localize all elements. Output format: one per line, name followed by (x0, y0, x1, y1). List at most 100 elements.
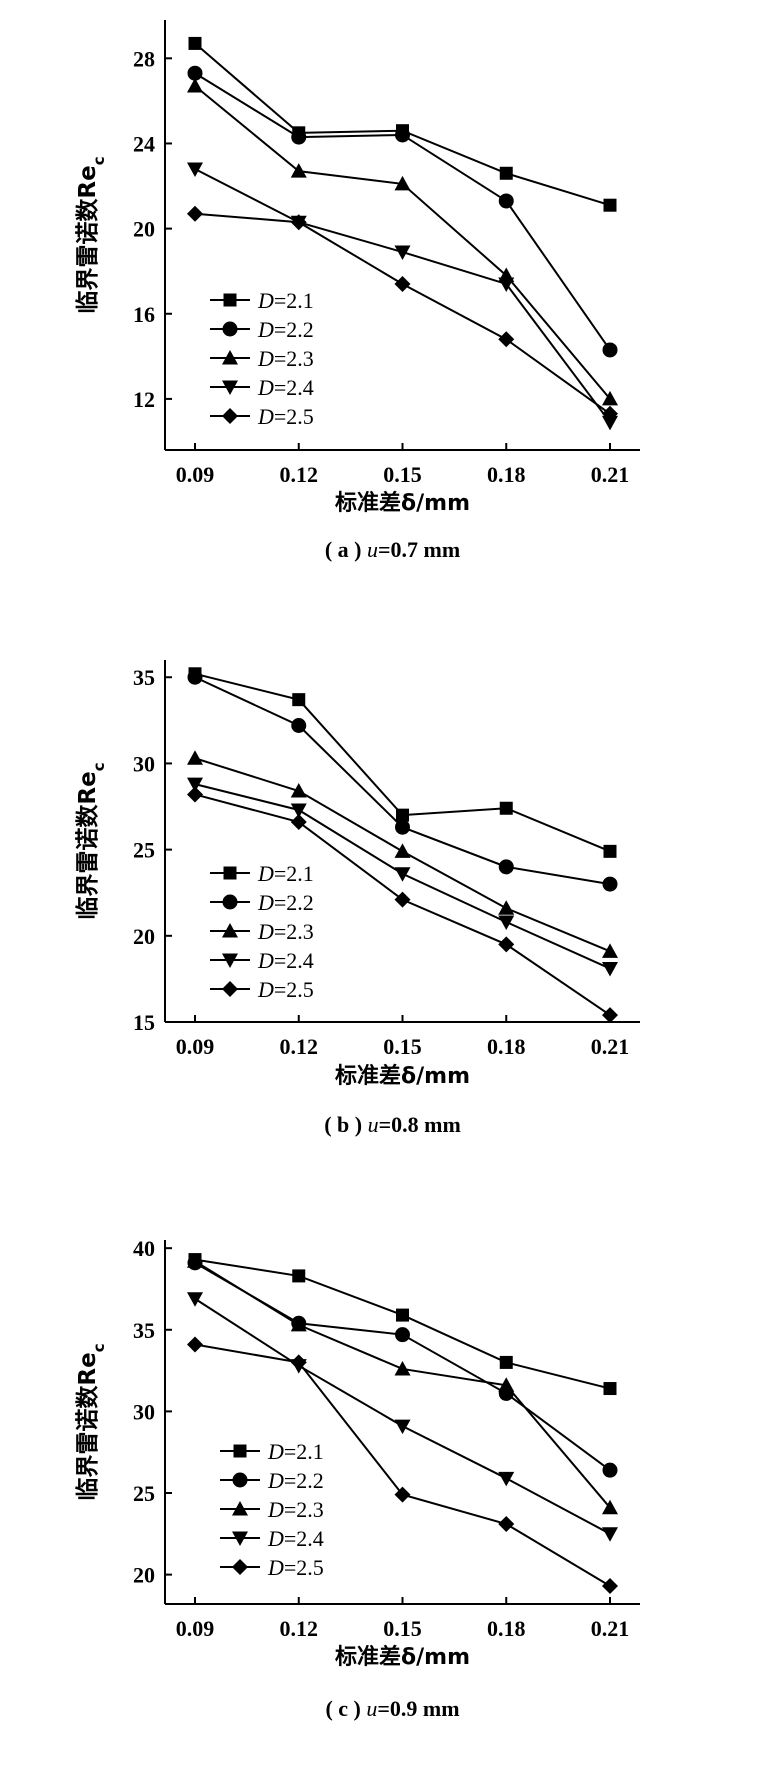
x-tick-label: 0.18 (487, 462, 526, 487)
y-tick-label: 40 (133, 1236, 155, 1261)
data-point (187, 1253, 203, 1268)
series-D=2.5 (187, 1336, 618, 1595)
data-point (394, 245, 411, 261)
data-point (395, 127, 410, 143)
x-tick-label: 0.21 (591, 1034, 630, 1059)
y-tick-label: 20 (133, 924, 155, 949)
legend-label: D=2.1 (267, 1439, 324, 1464)
data-point (498, 1471, 515, 1487)
series-D=2.4 (187, 162, 618, 431)
legend-label: D=2.5 (257, 404, 314, 429)
chart-panel-a: 0.09 0.12 0.15 0.18 0.21 12 16 20 24 28 标准差δ/mm 临界雷… (74, 20, 640, 562)
x-tick-label: 0.15 (383, 1616, 422, 1641)
y-axis-label: 临界雷诺数Rec (74, 156, 108, 313)
data-point (290, 1354, 307, 1371)
y-tick-label: 12 (133, 387, 155, 412)
legend-label: D=2.4 (257, 948, 314, 973)
y-tick-label: 30 (133, 751, 155, 776)
legend-label: D=2.2 (257, 890, 314, 915)
series-D=2.2 (187, 669, 618, 892)
legend-marker (233, 1444, 247, 1458)
legend-label: D=2.2 (267, 1468, 324, 1493)
data-point (602, 415, 618, 431)
data-point (602, 1578, 618, 1595)
data-point (498, 1377, 515, 1392)
series-D=2.5 (187, 205, 618, 422)
data-point (602, 943, 618, 958)
data-point (290, 214, 307, 231)
chart-panel-c: 0.09 0.12 0.15 0.18 0.21 20 25 30 35 40 标准差δ/mm 临界雷… (74, 1236, 640, 1721)
x-tick-label: 0.12 (280, 1616, 319, 1641)
data-point (395, 819, 410, 835)
legend-marker (222, 953, 238, 968)
y-axis-label: 临界雷诺数Rec (74, 1343, 108, 1500)
y-tick-label: 16 (133, 302, 155, 327)
data-point (498, 1516, 515, 1533)
data-point (290, 783, 307, 798)
legend-label: D=2.4 (267, 1526, 324, 1551)
data-point (396, 1308, 409, 1322)
data-point (602, 1007, 618, 1024)
data-point (396, 808, 409, 822)
data-point (290, 814, 307, 831)
legend-marker (222, 894, 238, 910)
data-point (602, 1499, 618, 1515)
data-point (187, 77, 203, 93)
data-point (394, 1360, 411, 1376)
legend-marker (222, 321, 238, 337)
data-point (290, 163, 307, 178)
legend-label: D=2.5 (257, 977, 314, 1002)
legend-label: D=2.2 (257, 317, 314, 342)
data-point (187, 750, 203, 765)
data-point (395, 1327, 410, 1343)
data-point (394, 275, 411, 292)
y-tick-label: 25 (133, 838, 155, 863)
data-point (394, 843, 411, 858)
data-point (394, 867, 411, 882)
data-point (290, 1316, 307, 1332)
y-tick-label: 35 (133, 1318, 155, 1343)
data-point (499, 166, 513, 180)
panel-caption: ( b ) u=0.8 mm (324, 1112, 461, 1137)
x-axis-label: 标准差δ/mm (335, 1063, 470, 1089)
data-point (394, 175, 411, 191)
data-point (292, 1269, 306, 1283)
data-point (602, 1462, 618, 1478)
legend-label: D=2.1 (257, 288, 314, 313)
y-tick-label: 25 (133, 1481, 155, 1506)
legend-marker (232, 1501, 248, 1516)
x-tick-label: 0.15 (383, 1034, 422, 1059)
data-point (187, 205, 203, 222)
legend: D=2.1 D=2.2 D=2.3 D=2.4 D=2.5 (220, 1439, 324, 1580)
legend-marker (222, 350, 238, 365)
legend-marker (232, 1559, 248, 1575)
legend-marker (222, 408, 238, 424)
legend-label: D=2.1 (257, 861, 314, 886)
data-point (291, 718, 307, 734)
data-point (603, 844, 617, 858)
y-tick-label: 20 (133, 217, 155, 242)
data-point (602, 342, 618, 358)
x-tick-label: 0.12 (280, 1034, 319, 1059)
legend-label: D=2.3 (257, 919, 314, 944)
panel-caption: ( a ) u=0.7 mm (325, 537, 460, 562)
series-D=2.3 (187, 750, 618, 958)
data-point (291, 129, 307, 145)
data-point (187, 162, 203, 178)
legend-label: D=2.4 (257, 375, 314, 400)
legend: D=2.1 D=2.2 D=2.3 D=2.4 D=2.5 (210, 861, 314, 1002)
y-tick-label: 28 (133, 46, 155, 71)
legend-marker (222, 923, 238, 938)
data-point (187, 65, 203, 81)
data-point (499, 1355, 513, 1369)
data-point (292, 693, 306, 707)
data-point (187, 777, 203, 793)
y-tick-label: 15 (133, 1010, 155, 1035)
y-tick-label: 30 (133, 1399, 155, 1424)
x-tick-label: 0.15 (383, 462, 422, 487)
legend-label: D=2.5 (267, 1555, 324, 1580)
data-point (187, 1336, 203, 1353)
y-axis-label: 临界雷诺数Rec (74, 762, 108, 919)
x-tick-label: 0.09 (176, 1034, 215, 1059)
